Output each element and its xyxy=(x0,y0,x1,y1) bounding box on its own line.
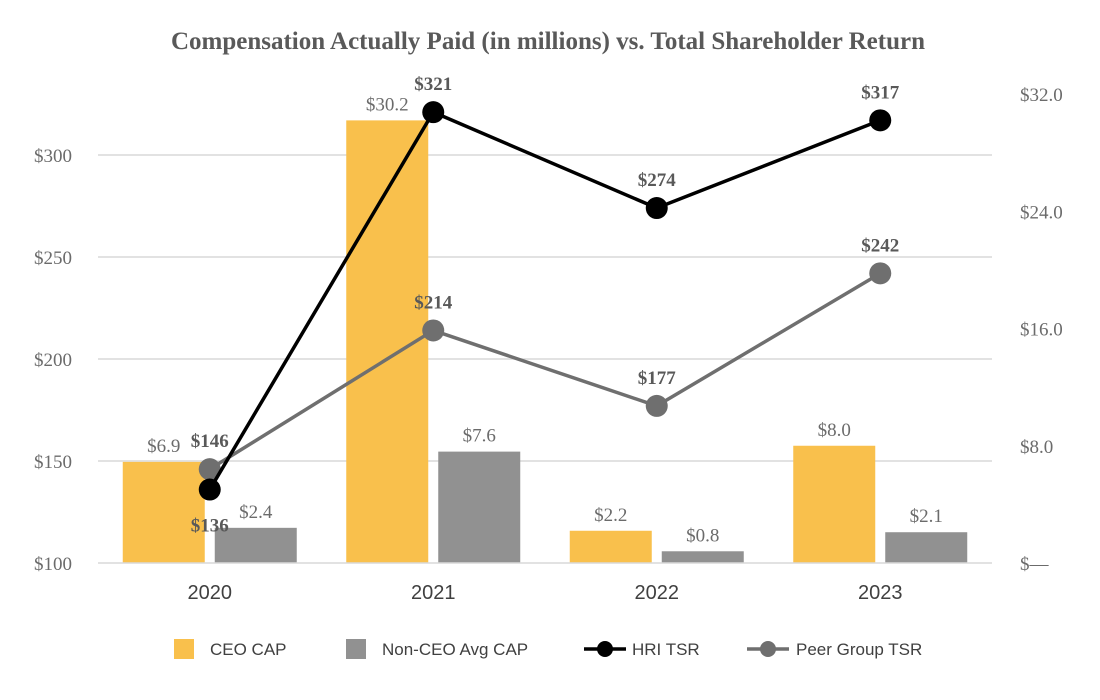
point-hri-tsr-2022 xyxy=(645,197,668,220)
point-label-hri-tsr-2020: $136 xyxy=(191,516,229,537)
left-tick-label: $300 xyxy=(34,146,72,167)
bars xyxy=(122,120,968,563)
left-tick-label: $200 xyxy=(34,350,72,371)
point-hri-tsr-2021 xyxy=(422,101,445,124)
x-axis: 2020 2021 2022 2023 xyxy=(188,582,903,604)
bar-label-non-ceo-avg-cap-2020: $2.4 xyxy=(239,502,273,523)
point-hri-tsr-2023 xyxy=(869,109,892,132)
legend-non-ceo-avg-cap-label: Non-CEO Avg CAP xyxy=(382,640,528,659)
gridlines xyxy=(98,154,992,462)
bar-ceo-cap-2023 xyxy=(793,445,876,563)
bar-label-ceo-cap-2023: $8.0 xyxy=(818,420,851,441)
bar-label-ceo-cap-2022: $2.2 xyxy=(594,505,627,526)
right-tick-label: $8.0 xyxy=(1020,437,1053,458)
legend-peer-group-tsr-marker xyxy=(760,641,776,657)
bar-non-ceo-avg-cap-2023 xyxy=(885,532,968,563)
point-peer-group-tsr-2022 xyxy=(645,394,668,417)
chart-title: Compensation Actually Paid (in millions)… xyxy=(171,28,925,55)
right-tick-label: $32.0 xyxy=(1020,85,1063,106)
left-axis: $100 $150 $200 $250 $300 xyxy=(34,146,72,575)
bar-label-ceo-cap-2021: $30.2 xyxy=(366,94,409,115)
point-hri-tsr-2020 xyxy=(198,478,221,501)
point-label-hri-tsr-2021: $321 xyxy=(414,74,452,95)
legend-non-ceo-avg-cap-swatch xyxy=(346,639,366,659)
point-label-hri-tsr-2022: $274 xyxy=(638,170,677,191)
point-label-hri-tsr-2023: $317 xyxy=(861,82,900,103)
right-axis: $— $8.0 $16.0 $24.0 $32.0 xyxy=(1020,85,1063,575)
tsr-labels: $136 $321 $274 $317 $146 $214 $177 $242 xyxy=(191,74,900,536)
legend-peer-group-tsr-label: Peer Group TSR xyxy=(796,640,922,659)
bar-ceo-cap-2022 xyxy=(569,530,652,563)
bar-labels: $6.9 $30.2 $2.2 $8.0 $2.4 $7.6 $0.8 $2.1 xyxy=(147,94,943,546)
bar-non-ceo-avg-cap-2020 xyxy=(214,527,297,563)
x-tick-label-2022: 2022 xyxy=(635,582,680,604)
bar-label-ceo-cap-2020: $6.9 xyxy=(147,436,180,457)
point-label-peer-group-tsr-2022: $177 xyxy=(638,368,677,389)
bar-non-ceo-avg-cap-2022 xyxy=(661,551,744,563)
right-tick-label: $24.0 xyxy=(1020,202,1063,223)
legend-ceo-cap-swatch xyxy=(174,639,194,659)
point-label-peer-group-tsr-2023: $242 xyxy=(861,235,899,256)
right-tick-label: $— xyxy=(1020,554,1050,575)
bar-label-non-ceo-avg-cap-2021: $7.6 xyxy=(463,426,496,447)
point-label-peer-group-tsr-2021: $214 xyxy=(414,292,453,313)
left-tick-label: $150 xyxy=(34,452,72,473)
left-tick-label: $250 xyxy=(34,248,72,269)
left-tick-label: $100 xyxy=(34,554,72,575)
bar-label-non-ceo-avg-cap-2022: $0.8 xyxy=(686,525,719,546)
line-hri-tsr xyxy=(208,110,881,491)
line-peer-group-tsr xyxy=(208,271,882,471)
legend: CEO CAP Non-CEO Avg CAP HRI TSR Peer Group … xyxy=(174,639,922,659)
point-peer-group-tsr-2020 xyxy=(198,458,221,481)
x-tick-label-2023: 2023 xyxy=(858,582,903,604)
legend-hri-tsr-marker xyxy=(597,641,613,657)
point-label-peer-group-tsr-2020: $146 xyxy=(191,431,229,452)
legend-ceo-cap-label: CEO CAP xyxy=(210,640,287,659)
tsr-lines xyxy=(198,101,892,501)
legend-hri-tsr-label: HRI TSR xyxy=(632,640,700,659)
x-tick-label-2021: 2021 xyxy=(411,582,456,604)
x-tick-label-2020: 2020 xyxy=(188,582,233,604)
bar-non-ceo-avg-cap-2021 xyxy=(438,451,521,563)
point-peer-group-tsr-2023 xyxy=(869,262,892,285)
right-tick-label: $16.0 xyxy=(1020,320,1063,341)
bar-label-non-ceo-avg-cap-2023: $2.1 xyxy=(910,506,943,527)
point-peer-group-tsr-2021 xyxy=(422,319,445,342)
bar-ceo-cap-2020 xyxy=(122,461,205,563)
